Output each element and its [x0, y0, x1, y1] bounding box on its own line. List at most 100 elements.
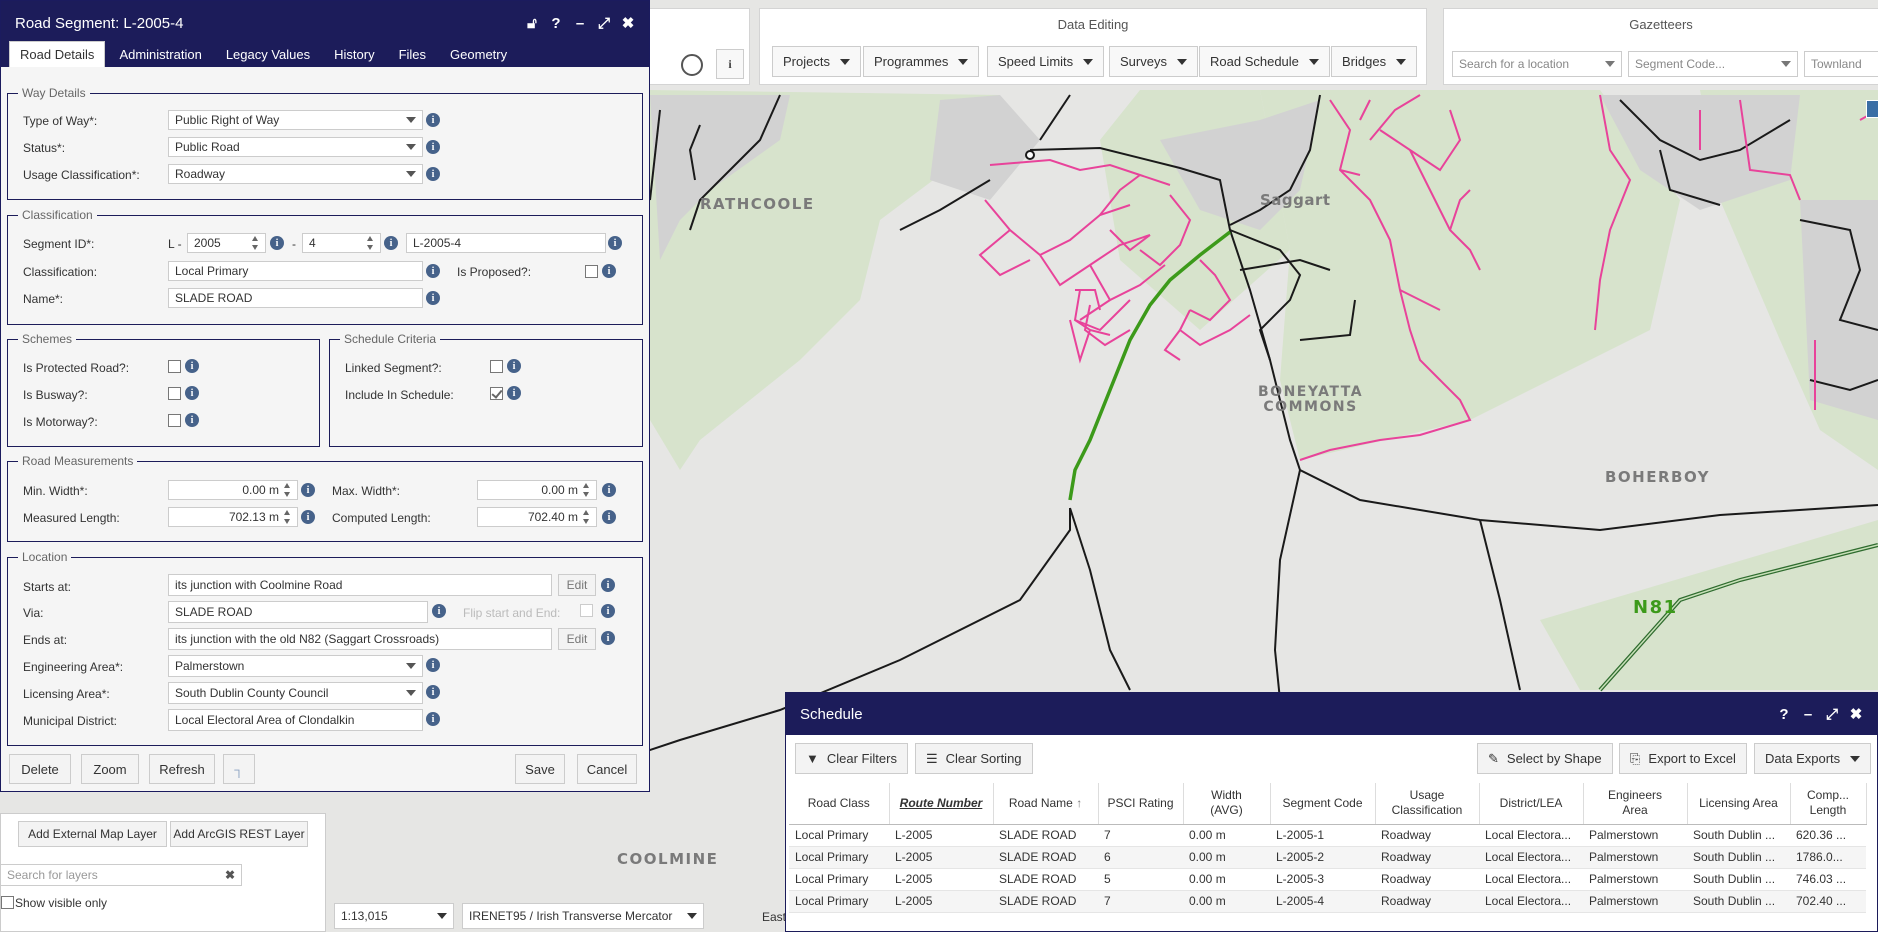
layer-search-input[interactable]: Search for layers ✖ [0, 864, 242, 886]
info-icon[interactable]: i [426, 712, 440, 726]
expand-icon[interactable]: ⤢ [1825, 705, 1838, 723]
edit-ends-button[interactable]: Edit [558, 628, 596, 650]
col-engineers-area[interactable]: Engineers Area [1583, 783, 1688, 825]
flip-checkbox[interactable] [580, 604, 593, 617]
info-icon[interactable]: i [426, 658, 440, 672]
spinner-icon[interactable] [583, 482, 590, 498]
info-icon[interactable]: i [301, 483, 315, 497]
spinner-icon[interactable] [252, 235, 259, 251]
clear-sorting-button[interactable]: ☰ Clear Sorting [915, 743, 1033, 774]
classification-field[interactable]: Local Primary [168, 261, 423, 281]
max-width-input[interactable]: 0.00 m [477, 480, 597, 500]
tab-geometry[interactable]: Geometry [450, 46, 508, 62]
clear-icon[interactable]: ✖ [224, 868, 235, 882]
eng-area-select[interactable]: Palmerstown [168, 655, 423, 677]
minimize-icon[interactable]: – [575, 14, 585, 32]
zoom-button[interactable]: Zoom [81, 754, 139, 784]
info-icon[interactable]: i [426, 140, 440, 154]
tab-files[interactable]: Files [398, 46, 427, 62]
type-of-way-select[interactable]: Public Right of Way [168, 110, 423, 130]
busway-checkbox[interactable] [168, 387, 181, 400]
add-arcgis-layer-button[interactable]: Add ArcGIS REST Layer [170, 821, 308, 847]
computed-length-field[interactable]: 702.40 m [477, 507, 597, 527]
cancel-button[interactable]: Cancel [577, 754, 637, 784]
info-icon[interactable]: i [426, 264, 440, 278]
delete-button[interactable]: Delete [9, 754, 71, 784]
save-button[interactable]: Save [515, 754, 565, 784]
include-schedule-checkbox[interactable] [490, 387, 503, 400]
tab-history[interactable]: History [334, 46, 375, 62]
table-row[interactable]: Local Primary L-2005 SLADE ROAD 6 0.00 m L-20… [789, 846, 1866, 869]
tab-legacy-values[interactable]: Legacy Values [225, 46, 311, 62]
col-road-name[interactable]: Road Name ↑ [993, 783, 1099, 825]
col-road-class[interactable]: Road Class [789, 783, 890, 825]
info-icon[interactable]: i [716, 49, 744, 79]
unlock-icon[interactable]: 🔓︎ [527, 14, 537, 32]
close-icon[interactable]: ✖ [1849, 706, 1863, 723]
speed-limits-button[interactable]: Speed Limits [987, 46, 1105, 77]
geometry-edit-icon[interactable]: ┐ [223, 754, 255, 784]
info-icon[interactable]: i [384, 236, 398, 250]
refresh-button[interactable]: Refresh [149, 754, 215, 784]
spinner-icon[interactable] [583, 509, 590, 525]
edit-starts-button[interactable]: Edit [558, 574, 596, 596]
info-icon[interactable]: i [432, 604, 446, 618]
location-search-select[interactable]: Search for a location [1452, 51, 1622, 77]
info-icon[interactable]: i [426, 113, 440, 127]
route-number-input[interactable]: 2005 [187, 233, 266, 253]
municipal-field[interactable]: Local Electoral Area of Clondalkin [168, 709, 423, 731]
info-icon[interactable]: i [602, 510, 616, 524]
tab-road-details[interactable]: Road Details [9, 41, 106, 67]
motorway-checkbox[interactable] [168, 414, 181, 427]
info-icon[interactable]: i [507, 359, 521, 373]
info-icon[interactable]: i [426, 291, 440, 305]
info-icon[interactable]: i [602, 483, 616, 497]
col-comp-length[interactable]: Comp... Length [1790, 783, 1867, 825]
spinner-icon[interactable] [284, 509, 291, 525]
expand-icon[interactable]: ⤢ [597, 14, 610, 32]
surveys-button[interactable]: Surveys [1109, 46, 1198, 77]
col-usage[interactable]: Usage Classification [1375, 783, 1480, 825]
spinner-icon[interactable] [367, 235, 374, 251]
col-district[interactable]: District/LEA [1479, 783, 1584, 825]
bridges-button[interactable]: Bridges [1331, 46, 1418, 77]
full-segment-id-field[interactable]: L-2005-4 [406, 233, 606, 253]
help-icon[interactable]: ? [551, 14, 561, 32]
linked-segment-checkbox[interactable] [490, 360, 503, 373]
usage-select[interactable]: Roadway [168, 164, 423, 184]
projection-select[interactable]: IRENET95 / Irish Transverse Mercator [462, 903, 704, 929]
name-field[interactable]: SLADE ROAD [168, 288, 423, 308]
minimize-icon[interactable]: – [1803, 705, 1813, 723]
info-icon[interactable]: i [301, 510, 315, 524]
show-visible-checkbox[interactable] [1, 896, 14, 909]
add-external-layer-button[interactable]: Add External Map Layer [18, 821, 167, 847]
scale-select[interactable]: 1:13,015 [334, 903, 454, 929]
projects-button[interactable]: Projects [772, 46, 861, 77]
col-segment-code[interactable]: Segment Code [1270, 783, 1376, 825]
info-icon[interactable]: i [608, 236, 622, 250]
table-row[interactable]: Local Primary L-2005 SLADE ROAD 7 0.00 m L-20… [789, 890, 1866, 913]
close-icon[interactable]: ✖ [621, 15, 635, 32]
info-icon[interactable]: i [426, 685, 440, 699]
starts-at-field[interactable]: its junction with Coolmine Road [168, 574, 552, 596]
map-checkbox-icon[interactable] [1866, 100, 1878, 118]
col-width[interactable]: Width (AVG) [1183, 783, 1271, 825]
col-route-number[interactable]: Route Number [889, 783, 994, 825]
info-icon[interactable]: i [185, 359, 199, 373]
road-schedule-button[interactable]: Road Schedule [1199, 46, 1330, 77]
select-by-shape-button[interactable]: ✎ Select by Shape [1477, 743, 1613, 774]
info-icon[interactable]: i [185, 386, 199, 400]
ends-at-field[interactable]: its junction with the old N82 (Saggart C… [168, 628, 552, 650]
help-icon[interactable]: ? [1779, 705, 1789, 723]
segment-seq-input[interactable]: 4 [302, 233, 381, 253]
table-row[interactable]: Local Primary L-2005 SLADE ROAD 5 0.00 m L-20… [789, 868, 1866, 891]
info-icon[interactable]: i [601, 578, 615, 592]
measured-length-input[interactable]: 702.13 m [168, 507, 298, 527]
speedometer-icon[interactable] [681, 54, 703, 76]
info-icon[interactable]: i [270, 236, 284, 250]
export-excel-button[interactable]: ⎘ Export to Excel [1619, 743, 1747, 774]
clear-filters-button[interactable]: ▼ Clear Filters [795, 743, 908, 774]
segment-code-select[interactable]: Segment Code... [1628, 51, 1798, 77]
townland-select[interactable]: Townland [1804, 51, 1878, 77]
via-field[interactable]: SLADE ROAD [168, 601, 428, 623]
